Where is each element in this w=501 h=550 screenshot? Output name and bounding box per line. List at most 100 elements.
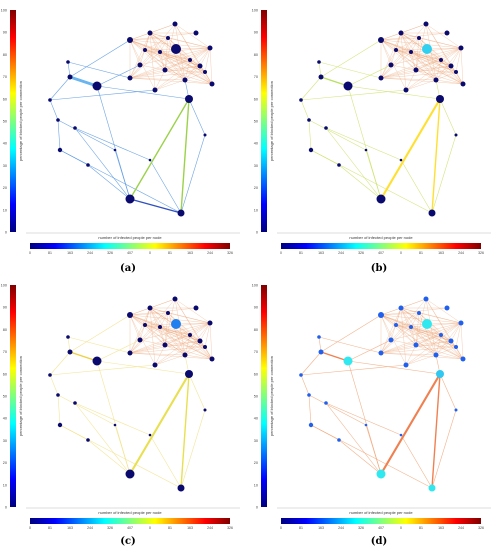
cluster-edge [460,47,464,85]
cluster-edge [164,344,186,356]
edges [49,23,213,214]
xtick-label: 0 [149,251,151,255]
cluster-edge [400,32,407,91]
node-n-mid-b [399,433,403,437]
colorbar-vertical [10,10,16,232]
cluster-edge [149,23,176,34]
cluster-edge [129,314,211,324]
peripheral-edge [347,360,441,375]
cluster-edge [129,314,146,326]
cluster-edge [380,39,397,51]
cluster-edge [174,298,211,324]
node-n-right-mid [436,95,444,103]
colorbar-horizontal [281,518,481,524]
highlight-edge [129,98,190,200]
node-n-cluster-q [454,345,458,349]
node-n-left-mid [318,349,324,355]
cluster-edge [415,312,420,346]
cluster-edge [129,39,166,71]
node-n-mid-b [399,158,403,162]
cluster-edge [154,79,186,91]
peripheral-edge [431,409,457,489]
node-n-cluster-d [444,305,450,311]
xtick-label: 163 [67,526,73,530]
node-n-left-big [92,356,102,366]
ytick-label: 60 [254,372,258,376]
xtick-label: 326 [227,251,233,255]
cluster-edge [129,32,151,79]
ytick-label: 0 [256,231,258,235]
cluster-edge [410,322,462,328]
node-n-cluster-k [460,81,466,87]
peripheral-edge [338,164,382,200]
cluster-edge [418,312,437,356]
node-n-right-a [454,133,458,137]
colorbar-vertical [10,285,16,507]
cluster-edge [144,312,169,326]
node-n-left-c [56,118,60,122]
cluster-edge [159,322,211,328]
node-n-right-a [203,133,207,137]
peripheral-edge [439,98,457,136]
cluster-edge [159,51,191,61]
xtick-label: 407 [127,251,133,255]
node-n-bottom-left [125,469,135,479]
cluster-edge [144,32,151,51]
cluster-edge [380,307,402,354]
cluster-edge [129,77,186,81]
node-n-cluster-d [193,30,199,36]
ytick-label: 60 [254,97,258,101]
node-n-cluster-r [417,36,421,40]
colorbar-horizontal [30,518,230,524]
node-n-left-a [48,98,52,102]
cluster-edge [184,79,213,85]
node-n-cluster-d [444,30,450,36]
xtick-label: 0 [29,526,31,530]
xtick-label: 407 [378,251,384,255]
ytick-label: 40 [3,142,7,146]
ytick-label: 100 [1,284,7,288]
node-n-cluster-q [203,345,207,349]
panel-label-a: (a) [120,263,136,274]
xtick-label: 163 [187,251,193,255]
node-n-cluster-n [158,325,162,329]
peripheral-edge [59,424,182,489]
peripheral-edge [300,374,310,396]
node-n-cluster-f [162,342,168,348]
cluster-edge [410,51,417,71]
x-axis-label: number of infected people per node [98,510,162,515]
ytick-label: 90 [3,31,7,35]
node-n-cluster-n [158,50,162,54]
cluster-edge [380,49,397,79]
xtick-label: 81 [299,526,303,530]
ytick-label: 40 [254,142,258,146]
ytick-label: 90 [3,306,7,310]
cluster-edge [164,23,176,71]
cluster-edge [415,298,427,346]
xtick-label: 81 [168,251,172,255]
node-n-bottom-right [177,209,185,217]
node-n-cluster-k [209,81,215,87]
cluster-edge [164,37,169,71]
cluster-edge [129,314,213,360]
highlight-edge [379,97,442,201]
cluster-edge [164,312,169,346]
node-n-left-e [57,147,63,153]
ytick-label: 80 [254,53,258,57]
panel-c: 0 10 20 30 40 50 60 70 80 90 100 percentage of bloc… [0,275,250,550]
cluster-edge [144,49,213,85]
cluster-edge [129,39,211,49]
peripheral-edge [300,89,407,101]
peripheral-edge [96,64,141,87]
node-n-right-mid [185,370,193,378]
cluster-edge [395,324,412,328]
ytick-label: 70 [254,350,258,354]
cluster-edge [380,39,392,66]
xtick-label: 0 [400,526,402,530]
cluster-edge [400,298,427,309]
cluster-edge [129,39,213,85]
cluster-edge [380,77,437,81]
xtick-label: 0 [149,526,151,530]
cluster-edge [400,32,412,53]
node-n-cluster-n [409,325,413,329]
